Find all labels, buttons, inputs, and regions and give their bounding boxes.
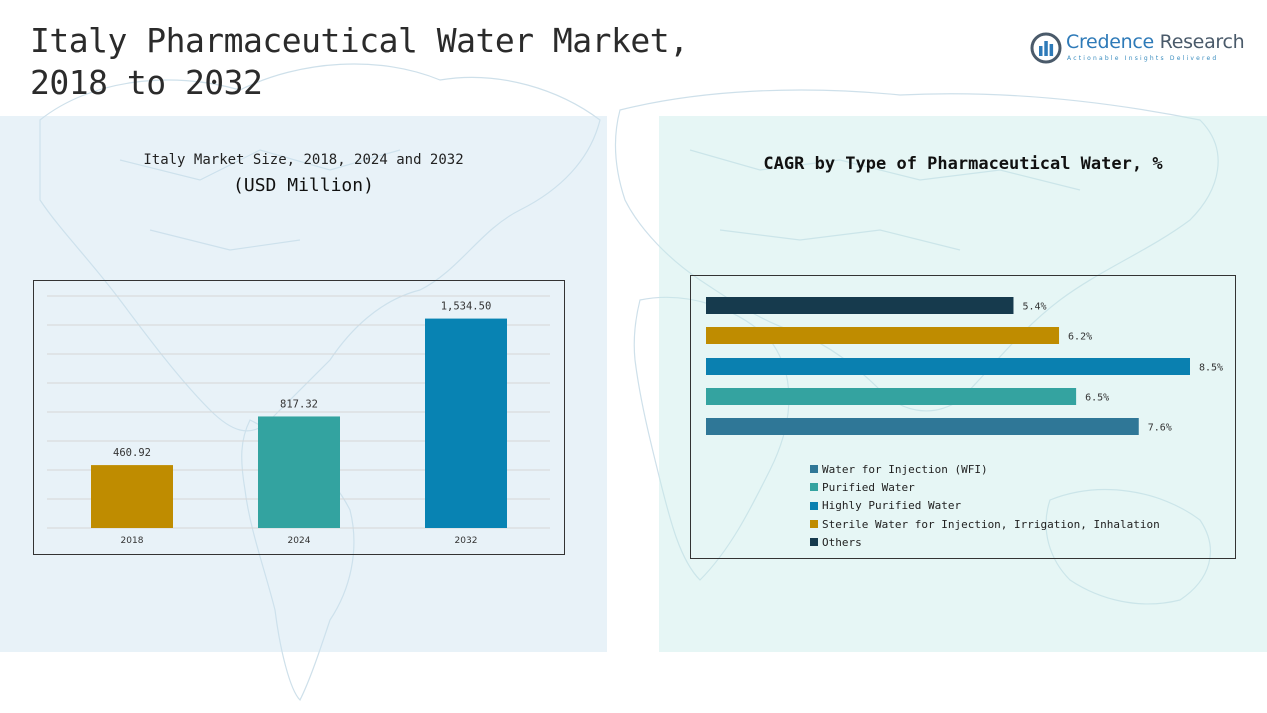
x-tick-label: 2024 (288, 536, 311, 546)
market-size-bar-chart: 460.92 2018 817.32 2024 1,534.50 2032 (47, 295, 550, 546)
bar-chart-subtitle: (USD Million) (233, 175, 374, 196)
legend-item: Others (810, 533, 1160, 551)
cagr-bar (706, 388, 1077, 405)
legend-label: Purified Water (822, 480, 915, 494)
legend-swatch (810, 483, 818, 492)
bar-chart-title: Italy Market Size, 2018, 2024 and 2032 (143, 152, 464, 168)
cagr-value-label: 7.6% (1148, 423, 1172, 434)
legend-label: Water for Injection (WFI) (822, 462, 988, 476)
legend-label: Highly Purified Water (822, 499, 962, 513)
legend-label: Sterile Water for Injection, Irrigation,… (822, 517, 1160, 531)
bar-value-label: 817.32 (280, 398, 318, 410)
legend-swatch (810, 520, 818, 529)
cagr-bar (706, 297, 1014, 314)
legend-label: Others (822, 535, 862, 549)
x-tick-label: 2018 (121, 536, 144, 546)
legend-swatch (810, 501, 818, 510)
cagr-value-label: 5.4% (1022, 302, 1046, 313)
legend-item: Water for Injection (WFI) (810, 460, 1160, 478)
logo-tagline: Actionable Insights Delivered (1067, 55, 1219, 62)
legend-item: Sterile Water for Injection, Irrigation,… (810, 515, 1160, 533)
cagr-bar (706, 418, 1139, 435)
bar-2032 (425, 318, 507, 528)
page-title: Italy Pharmaceutical Water Market, 2018 … (30, 20, 689, 104)
bar-value-label: 460.92 (113, 447, 151, 459)
legend-item: Highly Purified Water (810, 497, 1160, 515)
legend-swatch (810, 538, 818, 547)
bar-2018 (91, 465, 173, 528)
cagr-value-label: 8.5% (1199, 363, 1223, 374)
logo-name: Credence Research (1066, 31, 1245, 53)
cagr-bar (706, 327, 1060, 344)
hbar-chart-title: CAGR by Type of Pharmaceutical Water, % (763, 154, 1163, 174)
cagr-horizontal-bar-chart: 5.4% 6.2% 8.5% 6.5% 7.6% (706, 297, 1223, 435)
right-panel (659, 116, 1267, 652)
hbar-chart-frame (690, 275, 1236, 559)
legend-swatch (810, 465, 818, 474)
company-logo: Credence Research Actionable Insights De… (1030, 30, 1245, 66)
bar-2024 (258, 416, 340, 528)
logo-name-part1: Credence (1066, 31, 1154, 53)
bar-chart-circle-icon (1030, 32, 1062, 64)
legend-item: Purified Water (810, 478, 1160, 496)
cagr-value-label: 6.2% (1068, 332, 1092, 343)
bar-value-label: 1,534.50 (441, 301, 492, 313)
logo-name-part2: Research (1159, 31, 1245, 53)
cagr-value-label: 6.5% (1085, 393, 1109, 404)
bar-chart-frame (33, 280, 565, 555)
cagr-legend: Water for Injection (WFI) Purified Water H… (810, 460, 1160, 551)
title-line-2: 2018 to 2032 (30, 63, 263, 102)
x-tick-label: 2032 (455, 536, 478, 546)
cagr-bar (706, 358, 1190, 375)
title-line-1: Italy Pharmaceutical Water Market, (30, 21, 689, 60)
